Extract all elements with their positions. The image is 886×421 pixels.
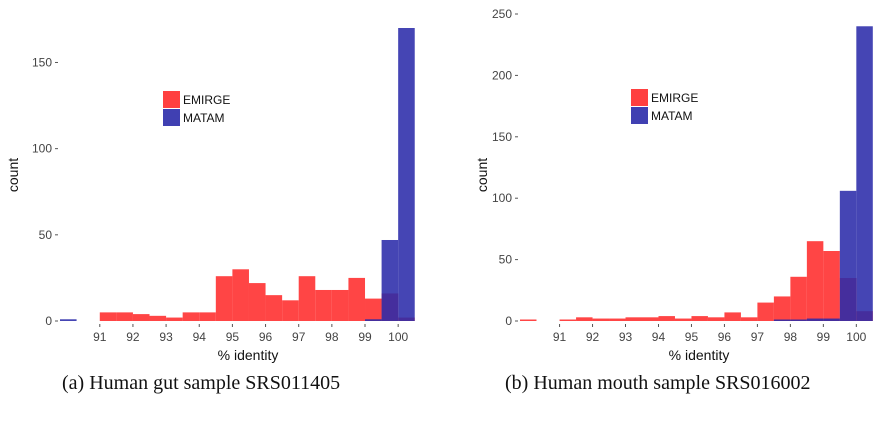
emirge-bar xyxy=(773,296,791,321)
x-tick-label: 94 xyxy=(652,330,666,344)
x-tick-label: 91 xyxy=(93,330,107,344)
y-axis-label: count xyxy=(474,158,490,192)
y-tick-label: 150 xyxy=(492,130,512,144)
emirge-bar xyxy=(149,315,167,321)
x-tick-label: 95 xyxy=(226,330,240,344)
x-tick-label: 100 xyxy=(388,330,408,344)
emirge-bar xyxy=(691,316,708,321)
emirge-bar xyxy=(215,276,233,321)
matam-bar xyxy=(773,319,791,321)
emirge-bar xyxy=(707,317,725,321)
x-tick-label: 98 xyxy=(325,330,339,344)
emirge-bar xyxy=(724,312,741,321)
x-tick-label: 95 xyxy=(685,330,699,344)
emirge-bar xyxy=(348,277,366,321)
emirge-bar xyxy=(232,269,249,321)
emirge-bar xyxy=(576,317,593,321)
emirge-bar xyxy=(642,317,659,321)
emirge-bar xyxy=(116,312,133,321)
matam-bar xyxy=(398,28,415,321)
emirge-bar xyxy=(331,289,349,321)
matam-bar xyxy=(365,319,382,321)
matam-bar xyxy=(790,319,807,321)
emirge-bar xyxy=(166,317,183,321)
matam-bar xyxy=(856,26,873,322)
x-tick-label: 92 xyxy=(586,330,600,344)
emirge-bar xyxy=(298,276,316,321)
legend-label-matam: MATAM xyxy=(651,109,693,123)
legend-label-matam: MATAM xyxy=(183,111,225,125)
emirge-bar xyxy=(790,276,807,321)
matam-bar xyxy=(60,319,77,321)
caption-panel-b: (b) Human mouth sample SRS016002 xyxy=(505,372,811,394)
x-axis-label: % identity xyxy=(669,347,730,363)
x-tick-label: 100 xyxy=(846,330,866,344)
emirge-bar xyxy=(674,318,692,321)
emirge-bar xyxy=(199,312,216,321)
x-tick-label: 96 xyxy=(259,330,273,344)
emirge-bar xyxy=(365,298,382,321)
emirge-bar xyxy=(592,318,610,321)
y-tick-label: 50 xyxy=(499,253,513,267)
emirge-bar xyxy=(823,251,840,321)
x-tick-label: 94 xyxy=(193,330,207,344)
emirge-bar xyxy=(806,241,824,321)
legend-swatch-emirge xyxy=(631,89,648,106)
emirge-bar xyxy=(520,319,537,321)
emirge-bar xyxy=(740,317,758,321)
x-tick-label: 99 xyxy=(358,330,372,344)
x-tick-label: 93 xyxy=(619,330,633,344)
emirge-bar xyxy=(315,289,332,321)
emirge-bar xyxy=(132,314,150,321)
matam-bar xyxy=(839,190,857,321)
emirge-bar xyxy=(265,295,283,321)
y-tick-label: 0 xyxy=(45,314,52,328)
legend-swatch-matam xyxy=(163,109,180,126)
x-tick-label: 93 xyxy=(159,330,173,344)
caption-panel-a: (a) Human gut sample SRS011405 xyxy=(62,372,341,394)
x-tick-label: 91 xyxy=(553,330,567,344)
y-tick-label: 100 xyxy=(32,142,52,156)
x-axis-label: % identity xyxy=(218,347,279,363)
emirge-bar xyxy=(248,283,266,321)
legend-swatch-emirge xyxy=(163,91,180,108)
y-tick-label: 0 xyxy=(505,314,512,328)
x-tick-label: 97 xyxy=(292,330,306,344)
emirge-bar xyxy=(282,300,299,321)
matam-bar xyxy=(823,318,840,321)
emirge-bar xyxy=(658,316,675,321)
y-tick-label: 150 xyxy=(32,55,52,69)
x-tick-label: 97 xyxy=(751,330,765,344)
matam-bar xyxy=(806,318,824,321)
emirge-bar xyxy=(182,312,200,321)
y-tick-label: 50 xyxy=(39,228,53,242)
y-axis-label: count xyxy=(5,158,21,192)
x-tick-label: 98 xyxy=(784,330,798,344)
emirge-bar xyxy=(99,312,117,321)
emirge-bar xyxy=(559,319,577,321)
y-tick-label: 200 xyxy=(492,68,512,82)
y-tick-label: 100 xyxy=(492,191,512,205)
legend-label-emirge: EMIRGE xyxy=(651,91,698,105)
emirge-bar xyxy=(609,318,626,321)
emirge-bar xyxy=(625,317,642,321)
y-tick-label: 250 xyxy=(492,7,512,21)
legend-label-emirge: EMIRGE xyxy=(183,93,230,107)
legend-swatch-matam xyxy=(631,107,648,124)
x-tick-label: 96 xyxy=(718,330,732,344)
emirge-bar xyxy=(757,302,774,321)
x-tick-label: 92 xyxy=(126,330,140,344)
x-tick-label: 99 xyxy=(817,330,831,344)
matam-bar xyxy=(381,239,399,321)
